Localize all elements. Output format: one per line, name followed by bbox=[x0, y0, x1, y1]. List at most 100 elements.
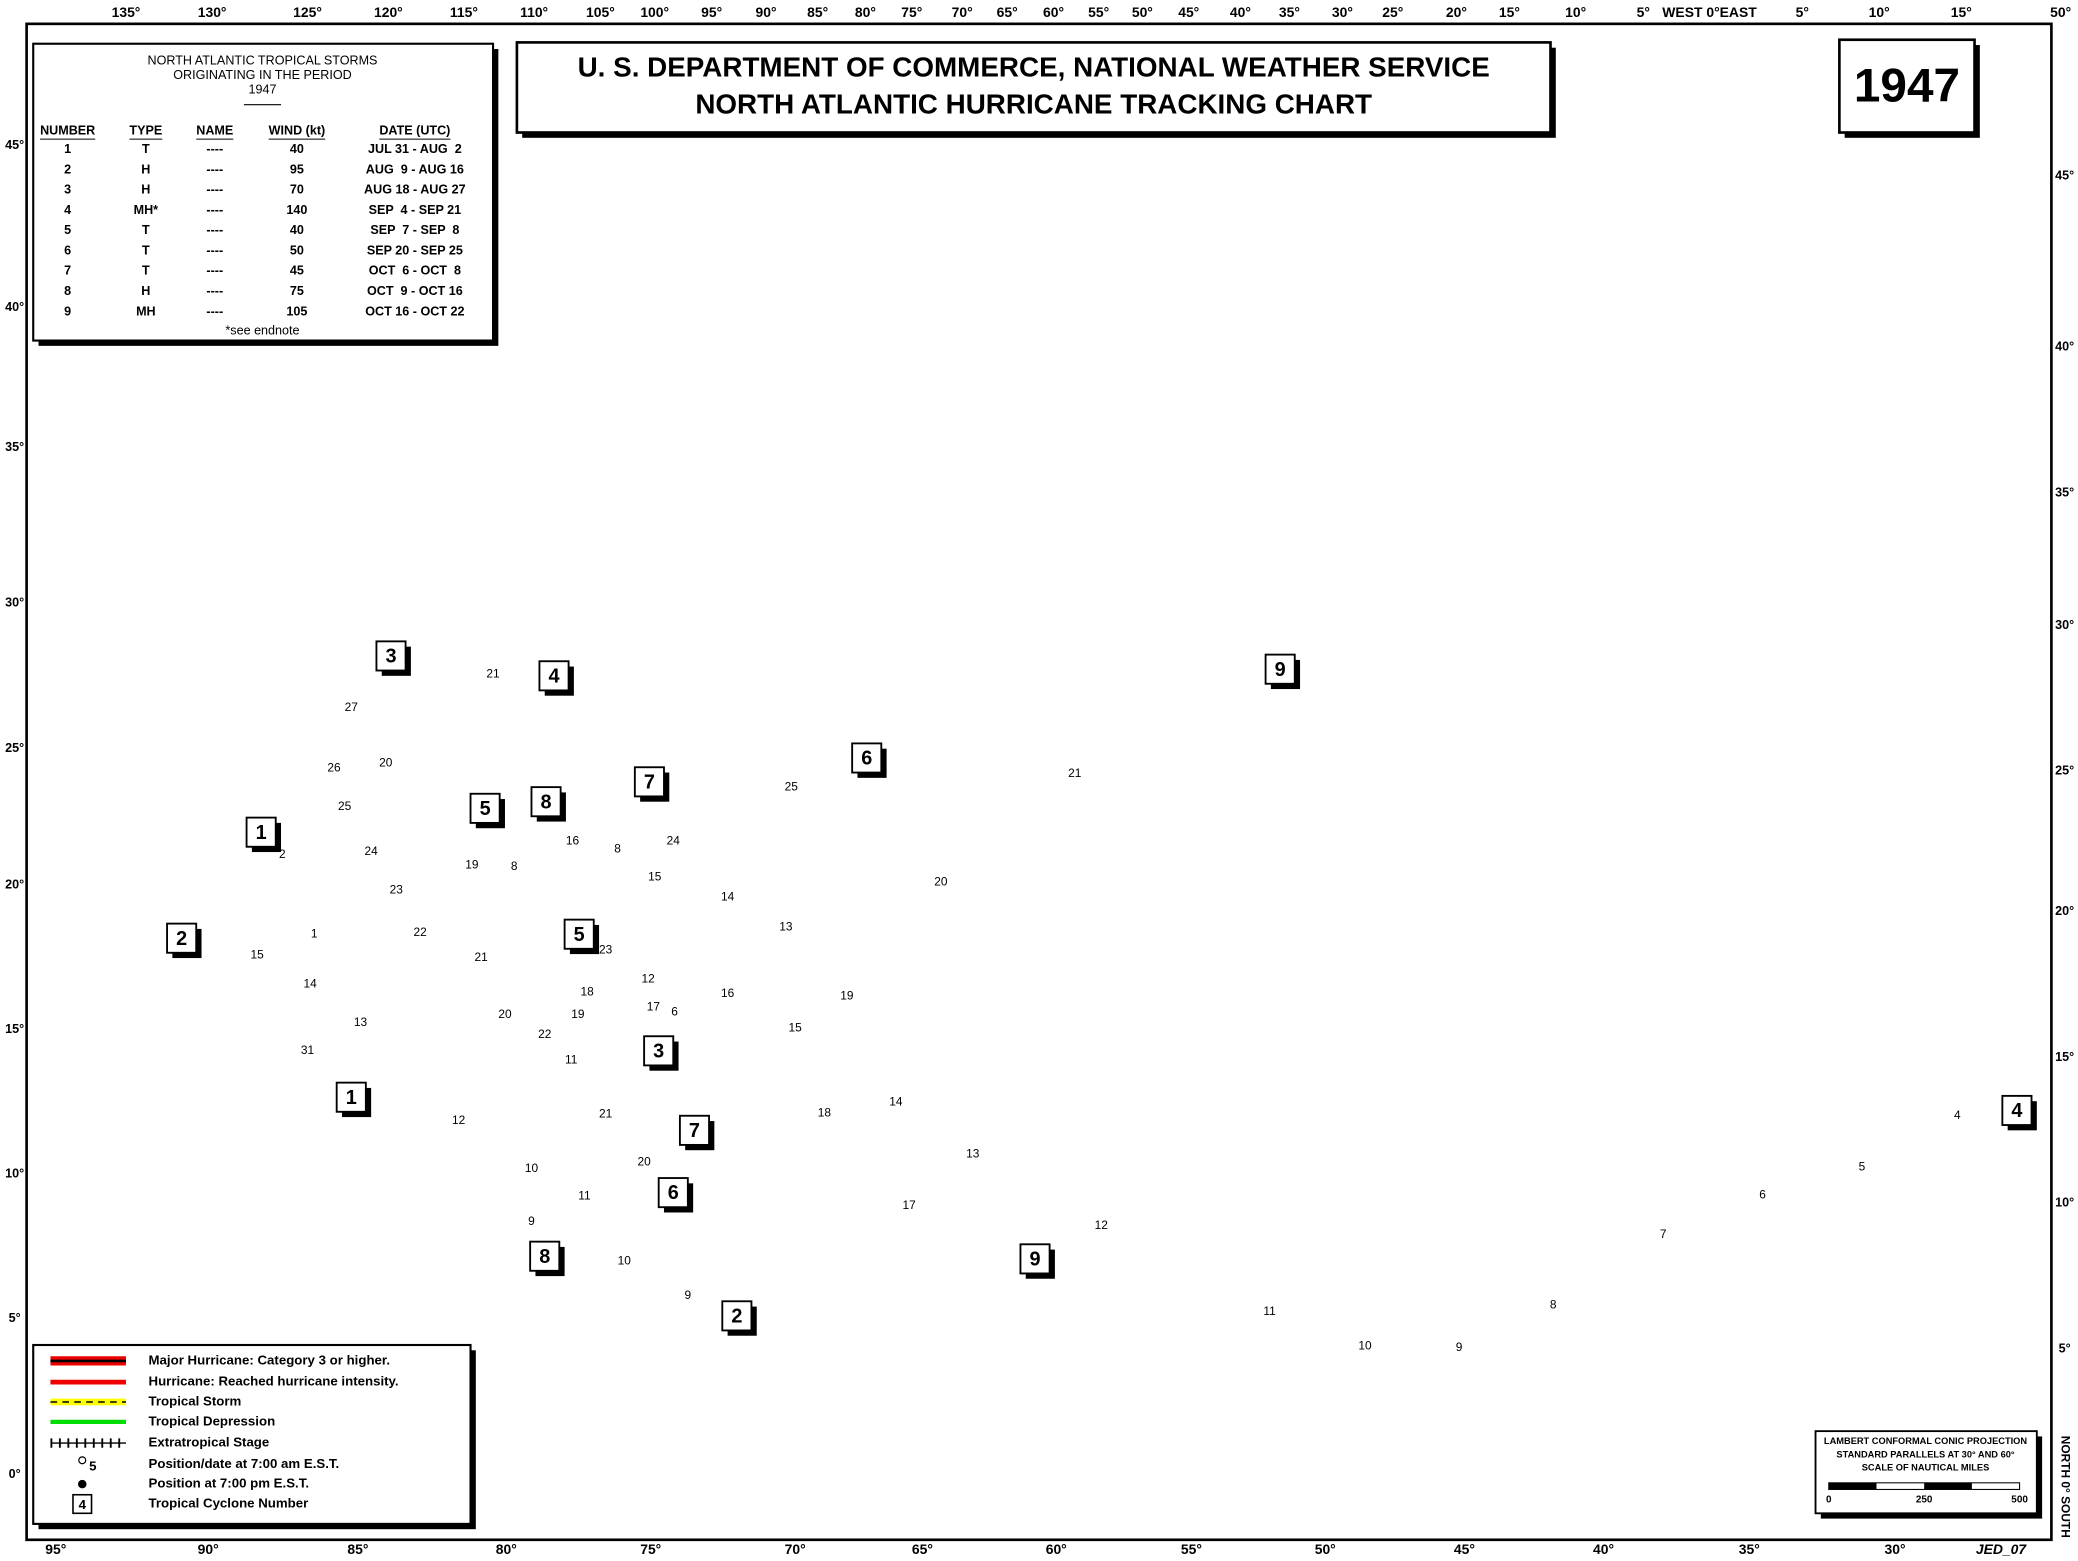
table-cell: H bbox=[141, 183, 150, 197]
cyclone-number: 5 bbox=[574, 924, 585, 946]
latitude-label: 30° bbox=[5, 595, 24, 609]
latitude-label: 15° bbox=[5, 1022, 24, 1036]
cyclone-number-box bbox=[563, 918, 595, 950]
cyclone-number: 3 bbox=[653, 1040, 664, 1062]
table-cell: 45 bbox=[290, 264, 304, 278]
table-cell: JUL 31 - AUG 2 bbox=[368, 142, 462, 156]
date-label: 9 bbox=[1456, 1340, 1463, 1354]
table-cell: OCT 16 - OCT 22 bbox=[365, 304, 464, 318]
longitude-label: 90° bbox=[756, 4, 777, 20]
table-cell: ---- bbox=[206, 142, 223, 156]
longitude-label: 60° bbox=[1046, 1541, 1067, 1557]
longitude-label: 10° bbox=[1565, 4, 1586, 20]
cyclone-number-box bbox=[2001, 1094, 2033, 1126]
table-cell: MH* bbox=[134, 203, 159, 217]
date-label: 8 bbox=[614, 842, 621, 856]
table-cell: 105 bbox=[286, 304, 307, 318]
latitude-label: 5° bbox=[9, 1311, 21, 1325]
date-label: 11 bbox=[565, 1052, 578, 1066]
longitude-label: 75° bbox=[901, 4, 922, 20]
date-label: 19 bbox=[571, 1007, 585, 1021]
longitude-label: 110° bbox=[520, 4, 548, 20]
date-label: 20 bbox=[498, 1007, 512, 1021]
cyclone-number-box bbox=[1019, 1243, 1051, 1275]
cyclone-number: 2 bbox=[731, 1305, 742, 1327]
date-label: 21 bbox=[474, 950, 488, 964]
projection-note: SCALE OF NAUTICAL MILES bbox=[1862, 1463, 1990, 1473]
legend-sample: 5 bbox=[89, 1458, 96, 1473]
cyclone-number: 5 bbox=[480, 798, 491, 820]
table-cell: MH bbox=[136, 304, 156, 318]
date-label: 2 bbox=[279, 847, 286, 861]
cyclone-number-box bbox=[643, 1035, 675, 1067]
longitude-label: 75° bbox=[640, 1541, 661, 1557]
latitude-label: 10° bbox=[5, 1166, 24, 1180]
longitude-label: 80° bbox=[496, 1541, 517, 1557]
latitude-label: 40° bbox=[2055, 340, 2074, 354]
table-cell: 95 bbox=[290, 162, 304, 176]
table-cell: 140 bbox=[286, 203, 307, 217]
longitude-label: 125° bbox=[293, 4, 322, 20]
longitude-label: 55° bbox=[1088, 4, 1109, 20]
date-label: 20 bbox=[379, 755, 393, 769]
longitude-label: 10° bbox=[1869, 4, 1890, 20]
legend-label: Hurricane: Reached hurricane intensity. bbox=[149, 1374, 399, 1389]
table-cell: 4 bbox=[64, 203, 71, 217]
longitude-label: 50° bbox=[1315, 1541, 1336, 1557]
date-label: 6 bbox=[671, 1005, 678, 1019]
table-cell: ---- bbox=[206, 203, 223, 217]
latitude-label: 30° bbox=[2055, 618, 2074, 632]
title-box bbox=[515, 41, 1552, 134]
date-label: 15 bbox=[789, 1020, 803, 1034]
longitude-label: 50° bbox=[2050, 4, 2071, 20]
column-header: NUMBER bbox=[40, 124, 95, 138]
cyclone-number: 7 bbox=[689, 1120, 700, 1142]
cyclone-number: 3 bbox=[385, 646, 396, 668]
latitude-label: 25° bbox=[5, 741, 24, 755]
legend-swatch bbox=[78, 1456, 87, 1465]
table-cell: 8 bbox=[64, 284, 71, 298]
longitude-label: 65° bbox=[997, 4, 1018, 20]
column-header: DATE (UTC) bbox=[379, 124, 450, 138]
longitude-label: 5° bbox=[1796, 4, 1809, 20]
legend-label: Tropical Cyclone Number bbox=[149, 1496, 309, 1511]
date-label: 17 bbox=[903, 1198, 917, 1212]
date-label: 12 bbox=[452, 1113, 466, 1127]
cyclone-number-box bbox=[633, 766, 665, 798]
cyclone-number-box bbox=[1264, 653, 1296, 685]
legend-label: Tropical Depression bbox=[149, 1413, 276, 1428]
date-label: 19 bbox=[465, 857, 479, 871]
map-frame bbox=[25, 22, 2053, 1542]
longitude-label: 55° bbox=[1181, 1541, 1202, 1557]
cyclone-number-box bbox=[529, 1240, 561, 1272]
date-label: 8 bbox=[1550, 1297, 1557, 1311]
latitude-label: 20° bbox=[2055, 904, 2074, 918]
scale-label: 250 bbox=[1916, 1495, 1933, 1506]
date-label: 26 bbox=[327, 761, 341, 775]
date-label: 20 bbox=[934, 875, 948, 889]
latitude-label: 15° bbox=[2055, 1050, 2074, 1064]
date-label: 31 bbox=[301, 1043, 315, 1057]
longitude-label: 45° bbox=[1454, 1541, 1475, 1557]
table-cell: ---- bbox=[206, 162, 223, 176]
table-cell: 40 bbox=[290, 223, 304, 237]
table-cell: ---- bbox=[206, 223, 223, 237]
date-label: 10 bbox=[1358, 1338, 1372, 1352]
date-label: 22 bbox=[538, 1027, 552, 1041]
date-label: 14 bbox=[721, 889, 735, 903]
date-label: 11 bbox=[1263, 1304, 1276, 1318]
date-label: 11 bbox=[578, 1189, 591, 1203]
latitude-label: 40° bbox=[5, 300, 24, 314]
table-cell: 40 bbox=[290, 142, 304, 156]
date-label: 9 bbox=[685, 1288, 692, 1302]
projection-note: STANDARD PARALLELS AT 30° AND 60° bbox=[1836, 1449, 2014, 1459]
cyclone-number: 2 bbox=[176, 928, 187, 950]
cyclone-number-box bbox=[375, 640, 407, 672]
title-line: U. S. DEPARTMENT OF COMMERCE, NATIONAL W… bbox=[578, 51, 1490, 82]
latitude-label: 35° bbox=[5, 440, 24, 454]
longitude-label: WEST 0°EAST bbox=[1662, 4, 1757, 20]
